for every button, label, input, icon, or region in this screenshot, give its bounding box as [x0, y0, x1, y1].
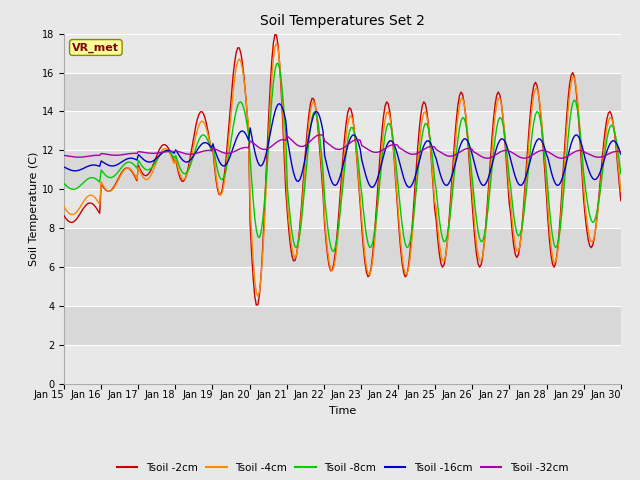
Bar	[64, 72, 621, 111]
Bar	[64, 34, 621, 72]
Text: VR_met: VR_met	[72, 42, 119, 53]
Title: Soil Temperatures Set 2: Soil Temperatures Set 2	[260, 14, 425, 28]
Bar	[64, 306, 621, 345]
Bar	[64, 189, 621, 228]
Legend: Tsoil -2cm, Tsoil -4cm, Tsoil -8cm, Tsoil -16cm, Tsoil -32cm: Tsoil -2cm, Tsoil -4cm, Tsoil -8cm, Tsoi…	[113, 458, 572, 477]
Bar	[64, 150, 621, 189]
Bar	[64, 228, 621, 267]
Y-axis label: Soil Temperature (C): Soil Temperature (C)	[29, 152, 39, 266]
Bar	[64, 267, 621, 306]
X-axis label: Time: Time	[329, 406, 356, 416]
Bar	[64, 111, 621, 150]
Bar	[64, 345, 621, 384]
